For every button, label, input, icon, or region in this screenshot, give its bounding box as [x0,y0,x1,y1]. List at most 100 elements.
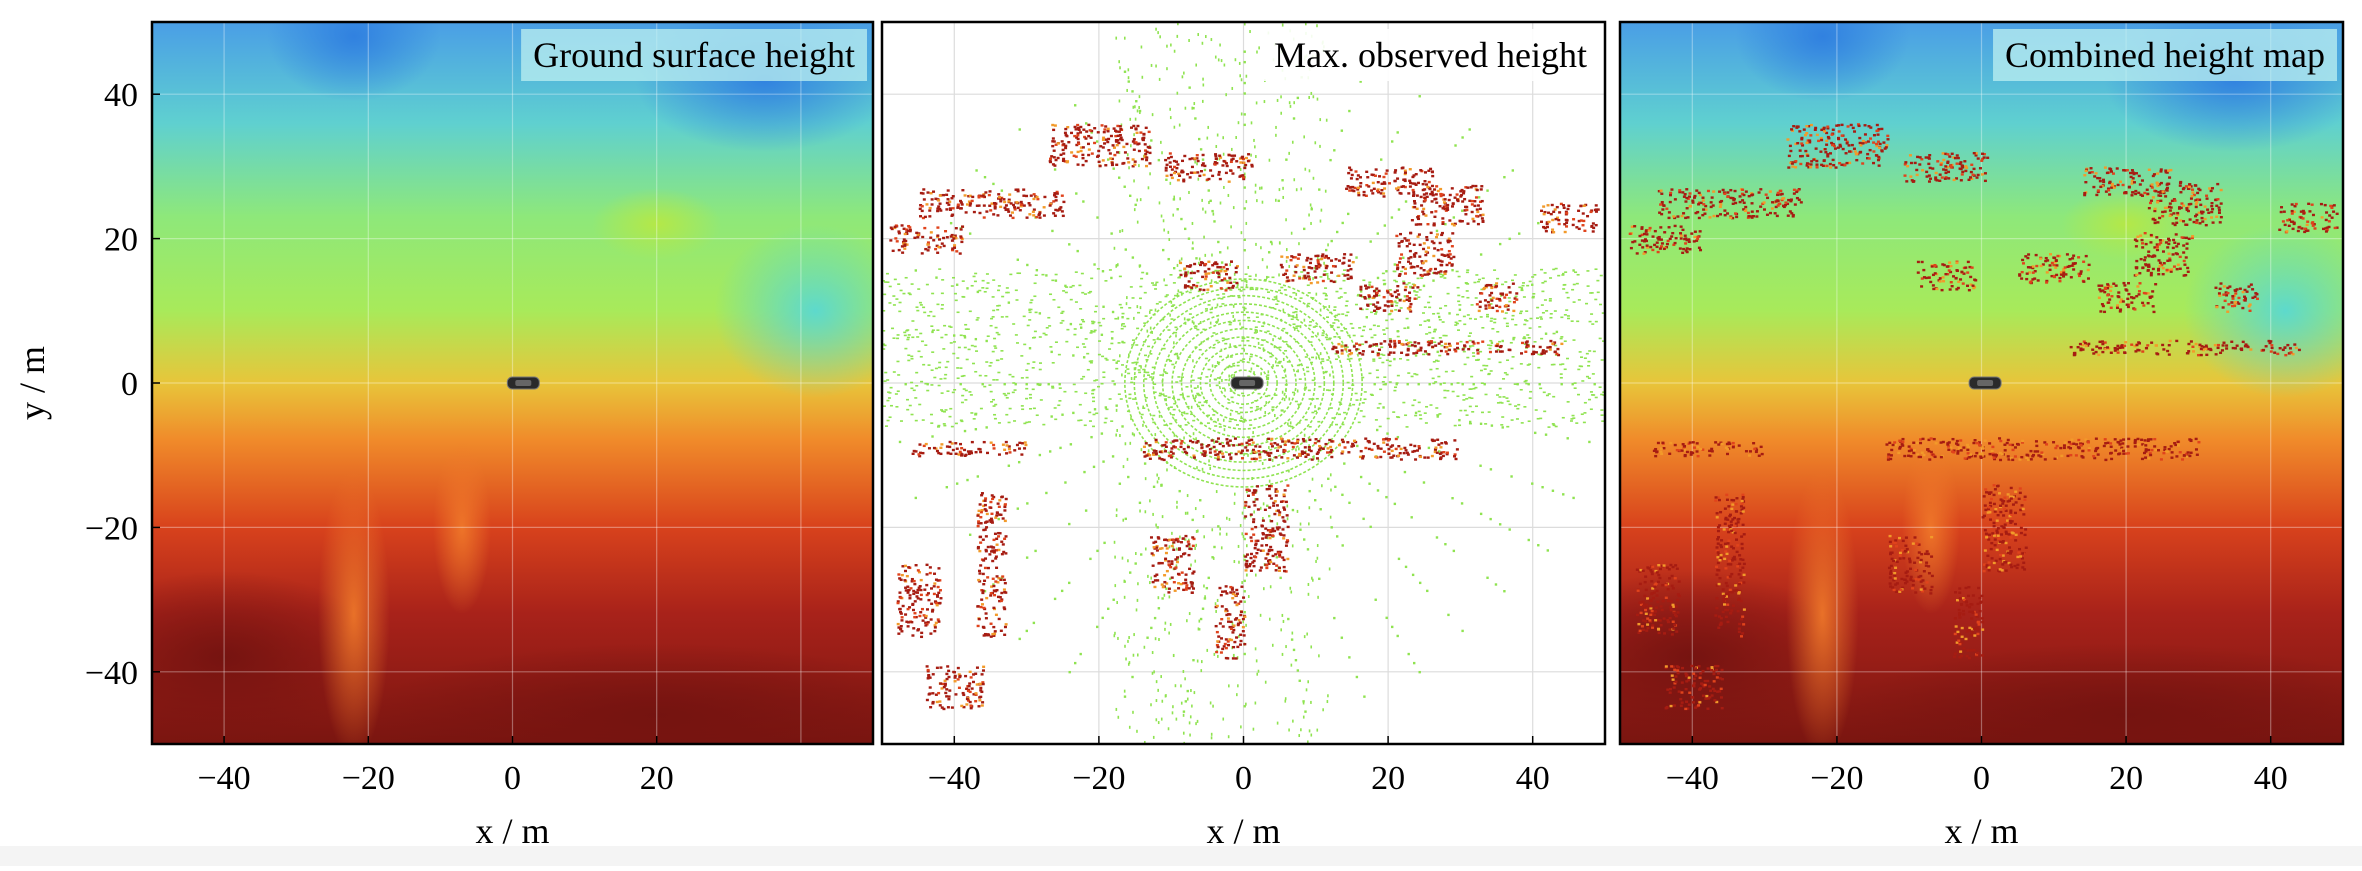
obstacle-point [1265,564,1268,566]
obstacle-point [1228,277,1231,279]
point [1466,297,1469,299]
point [1383,333,1386,335]
obstacle-point [984,504,987,506]
obstacle-point [1165,552,1168,554]
point [1294,311,1297,313]
point [1327,700,1329,703]
point [1386,359,1389,361]
point [1292,392,1295,394]
obstacle-point [1002,443,1005,445]
obstacle-point [1459,195,1462,197]
point [1034,331,1037,333]
obstacle-point [959,451,962,453]
point [1597,292,1600,294]
point [1008,422,1011,424]
obstacle-point [1230,260,1233,262]
obstacle-point [1441,232,1444,234]
obstacle-point [991,633,994,635]
obstacle-point [999,200,1002,202]
obstacle-point [1226,281,1229,283]
obstacle-point [1003,634,1006,636]
obstacle-point [1235,453,1238,455]
obstacle-point [1005,535,1008,537]
point [1164,628,1166,631]
point [1502,396,1505,398]
point [1553,364,1556,366]
obstacle-point [1416,265,1419,267]
point [1368,373,1371,375]
point [1566,358,1569,360]
point [1074,662,1076,664]
point [1373,325,1376,327]
obstacle-point [1416,449,1419,451]
obstacle-point [1102,146,1105,148]
obstacle-point [1023,447,1026,449]
point [1187,690,1189,692]
point [915,269,917,271]
point [1082,321,1085,323]
point [1326,119,1328,122]
point [1591,323,1594,325]
point [1342,544,1344,546]
point [1237,413,1240,415]
point [1219,527,1221,530]
obstacle-point [1267,438,1270,440]
obstacle-point [1275,456,1278,458]
point [1140,278,1143,280]
point [1520,363,1523,365]
point [1128,636,1130,639]
obstacle-point [1133,138,1136,140]
obstacle-point [919,611,922,613]
point [1305,356,1308,358]
obstacle-point [1144,143,1147,145]
point [1003,393,1006,395]
obstacle-point [1026,216,1029,218]
obstacle-point [1486,284,1489,286]
point [1171,364,1174,366]
point [1297,389,1299,392]
point [1089,291,1092,293]
point [1560,377,1563,379]
point [1160,141,1162,144]
point [1295,401,1298,403]
point [1313,95,1315,98]
point [1186,619,1188,622]
point [1271,409,1274,411]
point [1528,337,1531,339]
point [1109,269,1112,271]
obstacle-point [956,207,959,209]
point [1428,447,1430,449]
obstacle-point [924,216,927,218]
obstacle-point [1338,259,1341,261]
obstacle-point [1052,129,1055,131]
obstacle-point [1217,276,1220,278]
obstacle-point [1441,223,1444,225]
point [1379,403,1382,405]
point [1543,411,1546,413]
point [985,426,987,428]
point [896,338,899,340]
point [1291,318,1294,320]
obstacle-point [1278,570,1281,572]
point [1241,340,1244,342]
point [1587,365,1590,367]
obstacle-point [1152,541,1155,543]
point [1268,446,1270,449]
point [1360,290,1362,292]
point [1185,413,1188,415]
obstacle-point [1422,262,1425,264]
obstacle-point [1451,232,1454,234]
point [1012,323,1015,325]
point [1202,42,1204,45]
obstacle-point [1113,147,1116,149]
point [1311,92,1313,95]
point [1192,379,1195,381]
point [1156,699,1158,702]
obstacle-point [1218,155,1221,157]
point [1545,433,1547,435]
point [890,405,893,407]
obstacle-point [1132,140,1135,142]
point [1141,414,1144,416]
obstacle-point [1004,503,1007,505]
point [1570,420,1573,422]
